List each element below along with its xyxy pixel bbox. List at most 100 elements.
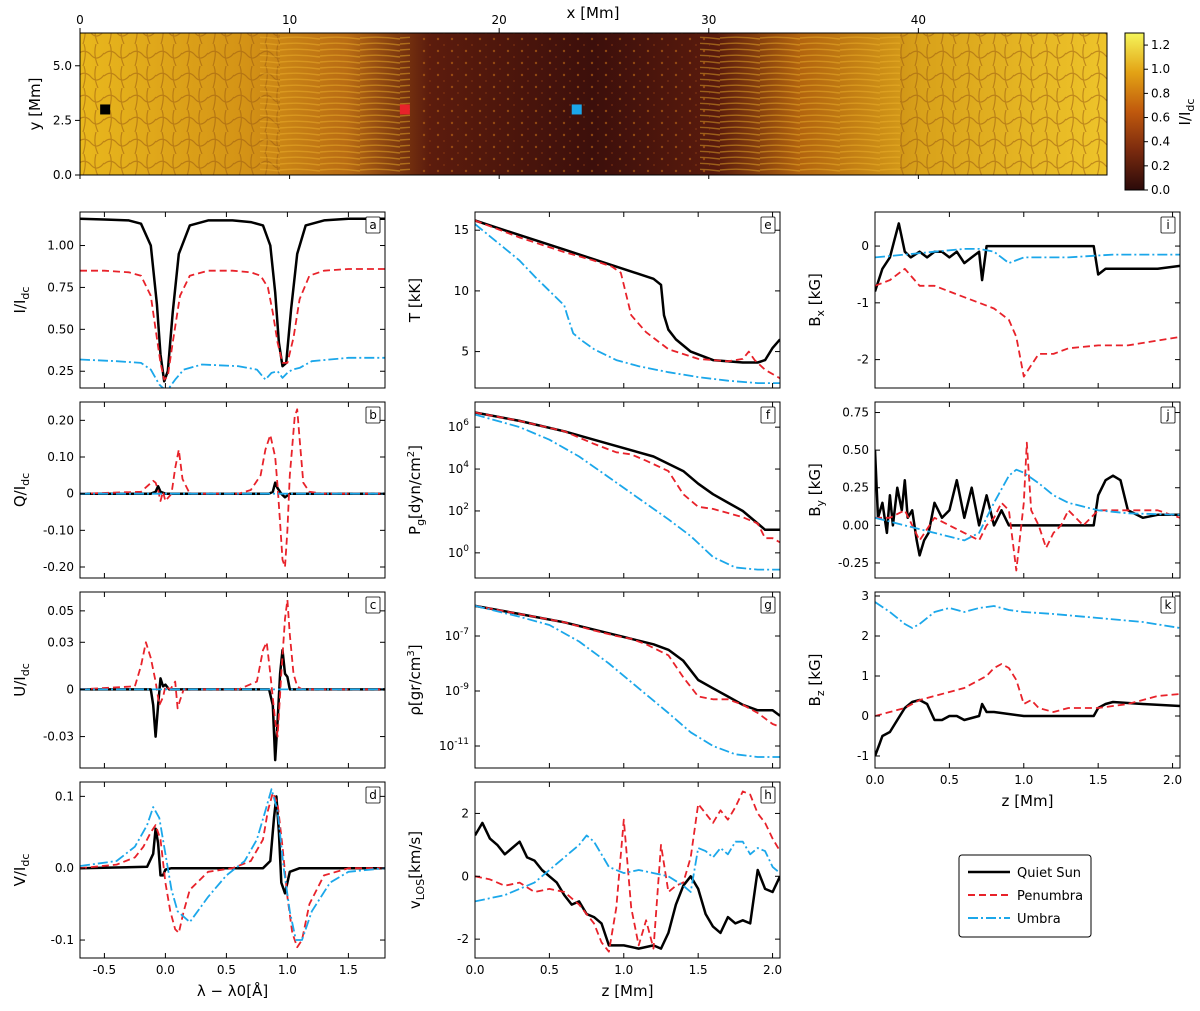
map-filaments-left: [260, 33, 410, 175]
colorbar-tick-label: 0.8: [1151, 86, 1170, 100]
panel-letter-box: [760, 596, 776, 614]
panel-f-series: [475, 411, 780, 571]
ylabel-main: v: [406, 900, 424, 909]
series-penumbra: [80, 268, 385, 381]
panel-e-series: [475, 219, 780, 385]
map-xtick-label: 10: [282, 13, 297, 27]
ytick-label: 0.25: [842, 481, 869, 495]
ylabel-rest: [kG]: [806, 463, 824, 500]
intensity-map: 0 10 20 30 40 0.0 2.5 5.0 x [Mm] y [Mm]: [26, 4, 1108, 182]
series-quiet-sun: [80, 795, 385, 895]
ytick-label: 104: [448, 460, 469, 476]
ytick-label: 0.75: [842, 406, 869, 420]
series-umbra: [475, 223, 780, 385]
series-quiet-sun: [875, 222, 1180, 292]
series-umbra: [80, 788, 385, 941]
series-umbra: [875, 468, 1180, 542]
ylabel-sub: z: [814, 690, 827, 696]
colorbar-tick-label: 0.2: [1151, 159, 1170, 173]
series-umbra: [475, 413, 780, 571]
ytick-label: 10-11: [439, 737, 469, 753]
ytick-label: 0.75: [47, 280, 74, 294]
ylabel: T [kK]: [406, 278, 424, 323]
ylabel-sub: x: [814, 310, 827, 317]
panel-c-series: [80, 599, 385, 762]
panel-g-series: [475, 604, 780, 758]
ylabel: vLOS[km/s]: [406, 831, 427, 909]
xtick-label: 0.0: [465, 963, 484, 977]
series-quiet-sun: [475, 219, 780, 364]
panel-k: 0.0 0.5 1.0 1.5 2.0 -1 0 1 2 3 k Bz [kG] z [Mm]: [806, 589, 1182, 810]
map-xtick-label: 0: [76, 13, 84, 27]
ylabel-main: U/I: [11, 676, 29, 696]
series-penumbra: [875, 441, 1180, 572]
panel-d: -0.5 0.0 0.5 1.0 1.5 -0.1 0.0 0.1 d V/Idc λ − λ0[Å…: [11, 781, 386, 1000]
ytick-label: 0.50: [47, 322, 74, 336]
panel-frame: [874, 591, 1181, 769]
series-quiet-sun: [475, 411, 780, 532]
ytick-label: -1: [857, 296, 869, 310]
map-marker-penumbra: [399, 104, 410, 115]
ytick-label: 100: [448, 544, 469, 560]
map-axes: 0 10 20 30 40 0.0 2.5 5.0: [53, 13, 926, 182]
ylabel-main: P: [406, 526, 424, 535]
colorbar-gradient: [1124, 32, 1145, 191]
series-quiet-sun: [875, 450, 1180, 557]
panel-frame: [79, 781, 386, 959]
ytick-label: 3: [861, 589, 869, 603]
ytick-label: 0.03: [47, 635, 74, 649]
ytick-label: 0: [461, 869, 469, 883]
map-xlabel: x [Mm]: [567, 4, 620, 22]
panel-letter: d: [369, 788, 377, 802]
panel-letter: c: [370, 598, 377, 612]
ylabel-sub: dc: [19, 473, 32, 486]
ytick-label: 102: [448, 502, 469, 518]
series-umbra: [80, 356, 385, 388]
xtick-label: -0.5: [93, 963, 116, 977]
ytick-label-exponent: -7: [460, 627, 469, 637]
ylabel: I/Idc: [11, 287, 32, 314]
xtick-label: 0.0: [865, 773, 884, 787]
series-umbra: [475, 604, 780, 758]
ylabel-sup: 3: [406, 650, 417, 656]
panel-letter: a: [369, 218, 376, 232]
xtick-label: 0.5: [940, 773, 959, 787]
panel-letter: g: [764, 598, 772, 612]
ytick-label: 2: [861, 629, 869, 643]
xtick-label: 0.0: [156, 963, 175, 977]
ylabel-rest: [km/s]: [406, 831, 424, 879]
map-umbral-dots: [420, 33, 710, 175]
ytick-label-base: 10: [445, 629, 460, 643]
series-penumbra: [875, 267, 1180, 378]
panel-frame: [474, 591, 781, 769]
map-granulation-left: [80, 33, 280, 175]
panel-letter: j: [1165, 408, 1169, 422]
ylabel-sup: 2: [406, 451, 417, 457]
panel-letter-box: [365, 786, 381, 804]
panel-letter-box: [1160, 216, 1176, 234]
ytick-label: 106: [448, 418, 469, 434]
map-frame: [79, 32, 1108, 176]
series-quiet-sun: [875, 698, 1180, 757]
ytick-label-exponent: -11: [454, 737, 469, 747]
xtick-label: 1.5: [1089, 773, 1108, 787]
panel-letter: k: [1165, 598, 1172, 612]
xlabel: λ − λ0[Å]: [197, 981, 268, 1000]
map-markers: [100, 104, 582, 115]
ylabel-sub: dc: [19, 854, 32, 867]
ytick-label: 1.00: [47, 239, 74, 253]
ytick-label: 0: [861, 709, 869, 723]
ylabel-main: ρ[gr/cm: [406, 657, 424, 716]
series-umbra: [875, 247, 1180, 265]
ylabel-main: I/I: [11, 300, 29, 314]
colorbar-tick-label: 1.0: [1151, 62, 1170, 76]
ytick-label: -2: [457, 932, 469, 946]
map-xtick-label: 40: [911, 13, 926, 27]
panel-frame: [874, 401, 1181, 579]
ytick-label: 0.00: [842, 518, 869, 532]
ylabel: Q/Idc: [11, 473, 32, 507]
ytick-label: -2: [857, 353, 869, 367]
ytick-label: -0.10: [43, 523, 74, 537]
